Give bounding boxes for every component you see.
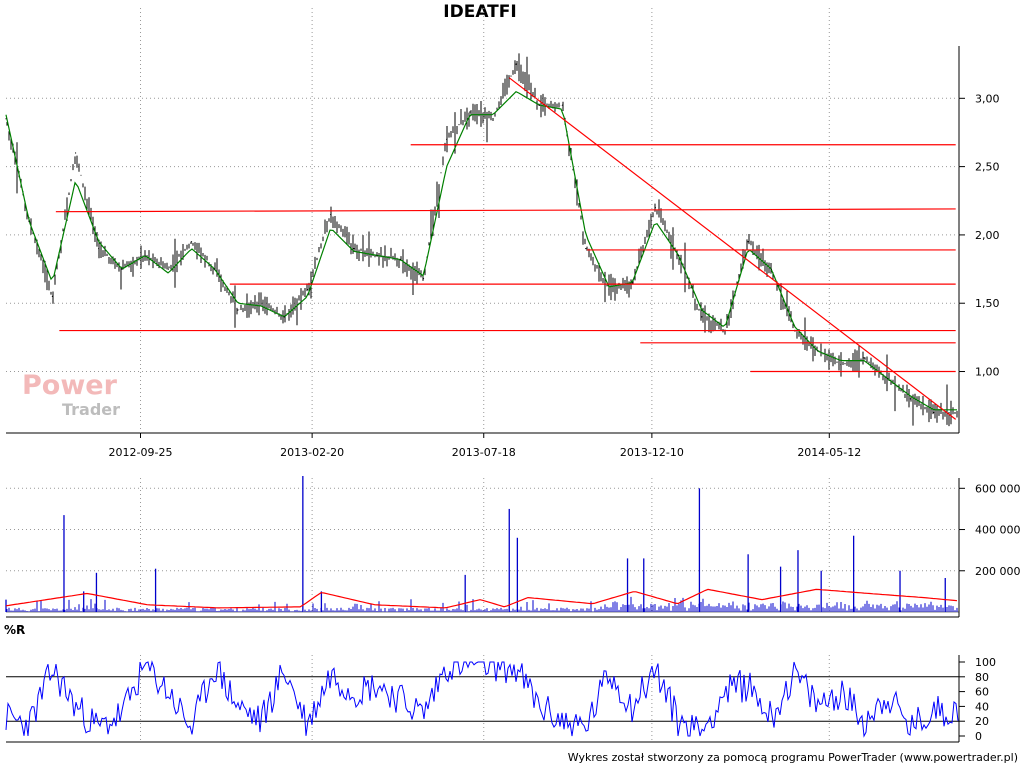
price-close-point: [98, 247, 100, 250]
price-x-tick-label: 2013-12-10: [620, 446, 684, 459]
volume-y-tick-label: 400 000: [975, 524, 1021, 537]
price-x-tick-label: 2014-05-12: [797, 446, 861, 459]
price-close-point: [863, 357, 865, 359]
price-x-tick-label: 2013-02-20: [280, 446, 344, 459]
price-close-point: [306, 288, 309, 291]
price-close-point: [399, 258, 401, 261]
trendline: [55, 208, 956, 213]
price-close-point: [28, 220, 30, 222]
price-close-point: [817, 350, 819, 352]
price-close-point: [422, 278, 425, 280]
footer-credit: Wykres został stworzony za pomocą progra…: [567, 751, 1018, 764]
osc-y-tick-label: 100: [975, 656, 996, 669]
price-close-point: [190, 241, 193, 243]
price-close-point: [840, 364, 842, 366]
price-close-point: [515, 63, 517, 65]
price-close-point: [538, 104, 540, 106]
osc-y-tick-label: 80: [975, 671, 989, 684]
price-close-point: [51, 295, 53, 297]
price-y-tick-label: 1,00: [975, 366, 1000, 379]
osc-y-tick-label: 60: [975, 686, 989, 699]
price-close-point: [561, 104, 564, 106]
price-close-point: [886, 377, 888, 379]
osc-y-tick-label: 20: [975, 715, 989, 728]
williams-r-line: [5, 660, 959, 738]
price-close-point: [654, 206, 656, 209]
price-close-point: [144, 254, 146, 257]
price-close-point: [121, 268, 123, 270]
price-y-tick-label: 2,00: [975, 229, 1000, 242]
price-close-point: [933, 411, 935, 414]
price-close-point: [701, 316, 703, 318]
price-close-point: [492, 118, 494, 120]
price-close-point: [608, 288, 610, 291]
price-y-tick-label: 2,50: [975, 161, 1000, 174]
price-close-point: [909, 398, 912, 400]
volume-y-tick-label: 200 000: [975, 565, 1021, 578]
price-y-tick-label: 1,50: [975, 297, 1000, 310]
osc-y-tick-label: 40: [975, 700, 989, 713]
price-close-point: [677, 254, 680, 257]
price-close-point: [446, 138, 448, 140]
price-x-tick-label: 2012-09-25: [109, 446, 173, 459]
price-close-point: [585, 247, 587, 250]
price-close-point: [5, 118, 7, 120]
trendline: [508, 77, 957, 420]
price-close-point: [631, 282, 633, 284]
volume-average-line: [5, 588, 958, 609]
price-close-point: [376, 254, 378, 257]
price-close-point: [167, 268, 169, 270]
price-close-point: [747, 241, 749, 243]
volume-panel: 600 000 400 000 200 000: [5, 475, 1021, 618]
price-close-point: [74, 152, 77, 154]
price-close-point: [214, 268, 216, 270]
williams-r-label: %R: [4, 623, 26, 637]
price-close-point: [260, 302, 262, 304]
price-close-point: [469, 111, 471, 113]
price-bars: [6, 53, 958, 427]
logo-word-trader: Trader: [62, 400, 121, 419]
volume-bars: [6, 596, 958, 612]
price-close-point: [283, 316, 285, 318]
price-close-point: [770, 268, 772, 270]
price-close-point: [330, 213, 332, 216]
volume-y-tick-label: 600 000: [975, 482, 1021, 495]
price-panel: 3,00 2,50 2,00 1,50 1,00 2012-09-25 2013-02-20…: [5, 8, 1000, 740]
price-close-point: [353, 247, 355, 250]
powertrader-logo: Power Trader: [22, 370, 120, 419]
logo-word-power: Power: [22, 370, 117, 401]
osc-y-tick-label: 0: [975, 730, 982, 743]
price-close-point: [237, 309, 239, 311]
chart-title: IDEATFI: [443, 2, 517, 22]
price-y-tick-label: 3,00: [975, 92, 1000, 105]
price-x-tick-label: 2013-07-18: [452, 446, 516, 459]
